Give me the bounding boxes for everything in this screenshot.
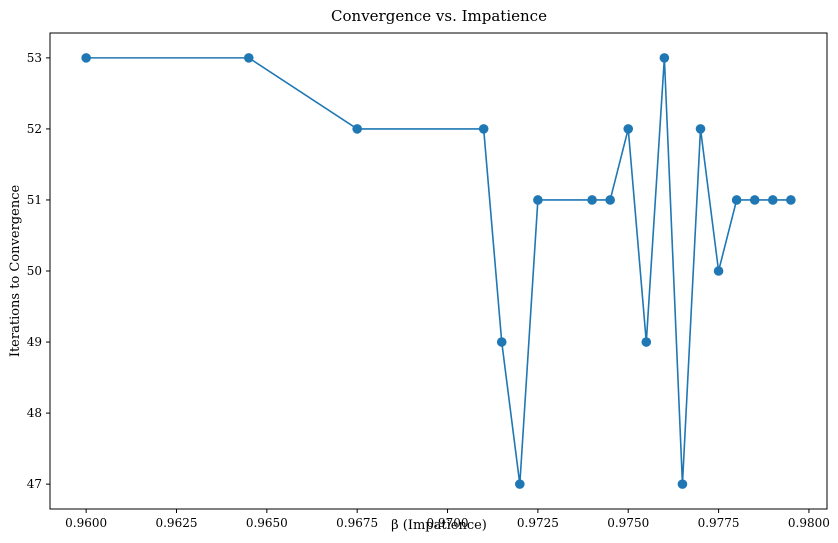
y-tick-label: 47 (27, 477, 42, 491)
x-tick-label: 0.9775 (698, 516, 740, 530)
chart-title: Convergence vs. Impatience (331, 7, 547, 25)
x-tick-label: 0.9750 (607, 516, 649, 530)
data-point (623, 124, 634, 134)
data-point (587, 195, 597, 205)
x-tick-label: 0.9800 (788, 516, 830, 530)
y-axis-ticks: 47 48 49 50 51 52 53 (27, 51, 50, 491)
series-layer (81, 53, 796, 489)
y-tick-label: 50 (27, 264, 42, 278)
plot-frame (49, 32, 828, 510)
data-point (713, 266, 724, 276)
data-point (767, 195, 778, 205)
data-point (659, 53, 670, 63)
data-point (533, 195, 543, 205)
data-point (81, 53, 91, 63)
series-line (86, 57, 791, 485)
data-point (677, 479, 688, 489)
x-tick-label: 0.9700 (427, 516, 469, 530)
x-tick-label: 0.9625 (155, 516, 197, 530)
data-point (695, 124, 706, 134)
x-tick-label: 0.9675 (336, 516, 378, 530)
data-point (496, 337, 507, 347)
x-axis-ticks: 0.9600 0.9625 0.9650 0.9675 0.9700 0.9725 0.97… (65, 509, 830, 530)
data-point (749, 195, 760, 205)
y-axis-label: Iterations to Convergence (8, 185, 23, 358)
data-point (243, 53, 254, 63)
data-point (731, 195, 742, 205)
x-tick-label: 0.9600 (65, 516, 107, 530)
y-tick-label: 51 (27, 193, 42, 207)
data-point (605, 195, 615, 205)
y-tick-label: 52 (27, 122, 42, 136)
y-tick-label: 53 (27, 51, 42, 65)
data-point (641, 337, 652, 347)
data-point (515, 479, 525, 489)
y-tick-label: 48 (27, 406, 42, 420)
y-tick-label: 49 (27, 335, 42, 349)
x-tick-label: 0.9650 (246, 516, 288, 530)
data-point (352, 124, 362, 134)
x-tick-label: 0.9725 (517, 516, 559, 530)
data-point (786, 195, 796, 205)
x-axis-label: β (Impatience) (391, 518, 487, 533)
data-point (478, 124, 489, 134)
